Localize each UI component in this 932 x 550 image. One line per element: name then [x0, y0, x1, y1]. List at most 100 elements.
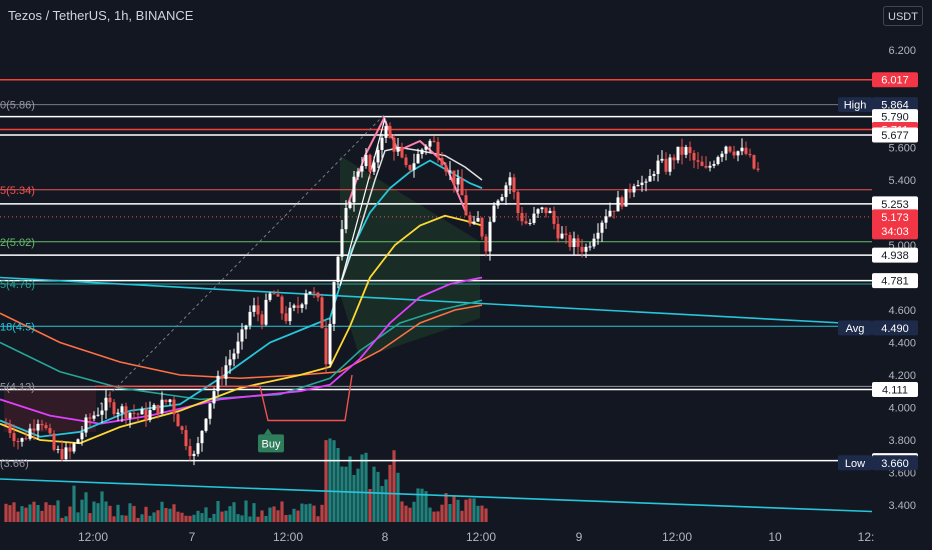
volume-bar — [120, 515, 124, 522]
volume-bar — [16, 511, 20, 522]
volume-bar — [20, 506, 24, 522]
candle — [668, 154, 672, 176]
svg-text:Avg: Avg — [846, 323, 865, 335]
candle — [260, 310, 264, 330]
candle — [372, 156, 376, 176]
volume-bar — [136, 517, 140, 522]
volume-bar — [112, 516, 116, 522]
candle — [352, 170, 356, 212]
volume-bar — [460, 510, 464, 522]
price-label-avg-value: 4.490 — [872, 320, 918, 336]
candle — [696, 152, 700, 170]
volume-bar — [304, 504, 308, 522]
svg-text:5.253: 5.253 — [881, 199, 909, 211]
volume-bar — [68, 506, 72, 522]
candle — [48, 423, 52, 436]
candle — [104, 388, 108, 419]
volume-bar — [456, 499, 460, 522]
candle — [684, 144, 688, 159]
volume-bar — [328, 438, 332, 522]
price-axis-tick: 6.200 — [888, 45, 916, 57]
volume-bar — [308, 503, 312, 522]
candle — [576, 234, 580, 255]
candle — [404, 154, 408, 168]
candle — [720, 150, 724, 162]
volume-bar — [336, 448, 340, 522]
volume-bar — [36, 505, 40, 522]
candle — [756, 162, 760, 172]
volume-bar — [164, 508, 168, 522]
candle — [284, 306, 288, 325]
volume-bar — [48, 504, 52, 522]
candle — [248, 305, 252, 330]
fib-level-label: 5(4.13) — [0, 381, 35, 393]
candle — [272, 290, 276, 295]
candle — [608, 202, 612, 218]
candle — [588, 242, 592, 251]
candle — [60, 439, 64, 462]
volume-bar — [404, 505, 408, 522]
candle — [636, 180, 640, 187]
time-axis-tick: 12: — [858, 530, 875, 544]
candle — [188, 438, 192, 461]
volume-bar — [140, 514, 144, 522]
volume-bar — [76, 512, 80, 522]
volume-bar — [424, 491, 428, 522]
candle — [292, 303, 296, 312]
candle — [320, 293, 324, 329]
svg-text:5.677: 5.677 — [881, 130, 909, 142]
candle — [44, 422, 48, 430]
volume-bar — [364, 452, 368, 522]
candle — [480, 216, 484, 240]
candle — [648, 169, 652, 182]
countdown-label: 34:03 — [881, 226, 909, 238]
candle — [264, 293, 268, 327]
candle — [12, 424, 16, 447]
volume-bar — [116, 504, 120, 522]
volume-bar — [356, 468, 360, 522]
dashed-projection — [99, 114, 385, 405]
candle — [596, 223, 600, 245]
candle — [336, 254, 340, 289]
volume-bar — [264, 515, 268, 522]
candle — [428, 138, 432, 153]
volume-bar — [396, 472, 400, 522]
candle — [464, 189, 468, 216]
candle — [172, 396, 176, 422]
volume-bar — [312, 505, 316, 522]
volume-bar — [184, 515, 188, 522]
candle — [592, 233, 596, 249]
volume-bar — [320, 504, 324, 522]
volume-bar — [212, 513, 216, 522]
candle — [728, 145, 732, 154]
candle — [92, 411, 96, 422]
candle — [84, 414, 88, 437]
candle — [700, 155, 704, 167]
candle — [128, 411, 132, 428]
candle — [436, 137, 440, 163]
volume-bar — [256, 516, 260, 522]
candle — [712, 160, 716, 169]
candle — [704, 156, 708, 169]
candle — [360, 157, 364, 178]
currency-button[interactable]: USDT — [883, 6, 923, 26]
volume-bar — [100, 491, 104, 522]
candle — [460, 169, 464, 196]
volume-bar — [192, 514, 196, 522]
candle — [20, 437, 24, 447]
candle — [296, 296, 300, 314]
candle — [560, 226, 564, 240]
volume-bar — [296, 510, 300, 522]
candle — [652, 170, 656, 181]
candle — [8, 419, 12, 439]
volume-bar — [104, 501, 108, 522]
volume-bar — [224, 510, 228, 522]
candle — [628, 183, 632, 199]
volume-bar — [332, 440, 336, 522]
candle — [416, 148, 420, 164]
volume-bar — [368, 488, 372, 522]
candle — [32, 419, 36, 440]
candle — [208, 403, 212, 425]
